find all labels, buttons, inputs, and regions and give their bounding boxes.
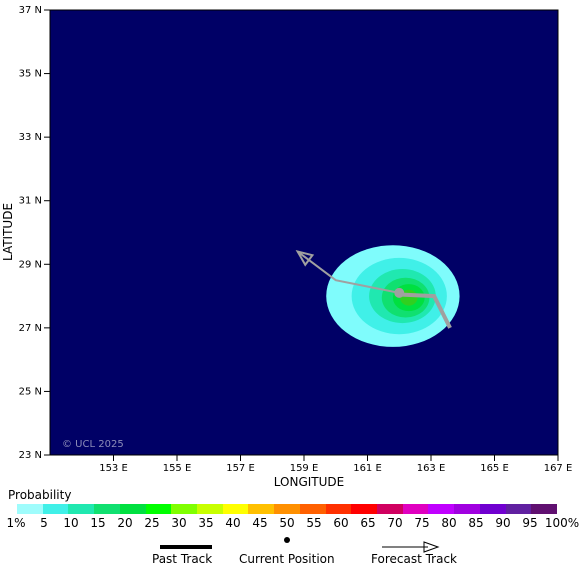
scale-swatch [68, 504, 95, 514]
scale-label: 90 [495, 516, 511, 530]
scale-label: 15 [90, 516, 106, 530]
lon-tick-label: 153 E [99, 463, 128, 474]
forecast-track-label: Forecast Track [371, 552, 457, 566]
scale-swatch [42, 504, 69, 514]
scale-label: 100% [544, 516, 580, 530]
scale-swatch [377, 504, 404, 514]
scale-label: 80 [441, 516, 457, 530]
current-position-marker [394, 287, 405, 298]
axis-ticks: 23 N 25 N 27 N 29 N 31 N 33 N 35 N 37 N 153 E 155… [19, 5, 573, 474]
scale-label: 35 [198, 516, 214, 530]
lon-tick-label: 157 E [226, 463, 255, 474]
scale-swatch [351, 504, 378, 514]
lat-tick-label: 29 N [19, 259, 42, 270]
scale-label: 60 [333, 516, 349, 530]
map-plot-area [50, 10, 558, 455]
scale-label: 55 [306, 516, 322, 530]
scale-label: 30 [171, 516, 187, 530]
scale-swatch [145, 504, 172, 514]
lon-tick-label: 165 E [480, 463, 509, 474]
scale-label: 20 [117, 516, 133, 530]
probability-contours [326, 245, 460, 347]
scale-label: 10 [63, 516, 79, 530]
scale-label: 40 [225, 516, 241, 530]
scale-label: 5 [40, 516, 48, 530]
current-position-symbol [284, 537, 290, 543]
scale-label: 85 [468, 516, 484, 530]
lat-tick-label: 33 N [19, 132, 42, 143]
lat-tick-label: 23 N [19, 450, 42, 461]
scale-swatch [402, 504, 429, 514]
storm-tracks [295, 250, 452, 329]
scale-label: 45 [252, 516, 268, 530]
lon-tick-label: 161 E [353, 463, 382, 474]
forecast-arrowhead-icon [423, 541, 440, 553]
lon-tick-label: 163 E [417, 463, 446, 474]
past-track-label: Past Track [152, 552, 213, 566]
lon-tick-label: 155 E [163, 463, 192, 474]
past-track-line [399, 292, 452, 329]
lat-tick-label: 27 N [19, 323, 42, 334]
y-axis-title: LATITUDE [1, 203, 15, 261]
forecast-arrowhead [295, 250, 315, 267]
scale-swatch [17, 504, 44, 514]
scale-swatch [94, 504, 121, 514]
scale-swatch [531, 504, 558, 514]
scale-label: 50 [279, 516, 295, 530]
scale-swatch [171, 504, 198, 514]
legend-title: Probability [8, 488, 72, 502]
scale-swatch [479, 504, 507, 514]
lat-tick-label: 35 N [19, 69, 42, 80]
copyright-watermark: © UCL 2025 [62, 439, 124, 450]
scale-label: 75 [414, 516, 430, 530]
current-position-label: Current Position [239, 552, 335, 566]
scale-swatch [197, 504, 224, 514]
scale-label: 65 [360, 516, 376, 530]
scale-swatch [454, 504, 481, 514]
lon-tick-label: 159 E [290, 463, 319, 474]
lon-tick-label: 167 E [544, 463, 573, 474]
scale-label: 25 [144, 516, 160, 530]
lat-tick-label: 25 N [19, 386, 42, 397]
scale-label: 95 [522, 516, 538, 530]
scale-label: 70 [387, 516, 403, 530]
scale-swatch [119, 504, 147, 514]
scale-swatch [325, 504, 352, 514]
scale-swatch [505, 504, 532, 514]
lat-tick-label: 37 N [19, 5, 42, 16]
scale-label: 1% [6, 516, 26, 530]
scale-swatch [274, 504, 301, 514]
scale-swatch [222, 504, 249, 514]
scale-swatch [248, 504, 275, 514]
scale-swatch [299, 504, 327, 514]
x-axis-title: LONGITUDE [274, 475, 344, 489]
forecast-track-line [297, 250, 400, 294]
lat-tick-label: 31 N [19, 196, 42, 207]
scale-swatch [428, 504, 455, 514]
